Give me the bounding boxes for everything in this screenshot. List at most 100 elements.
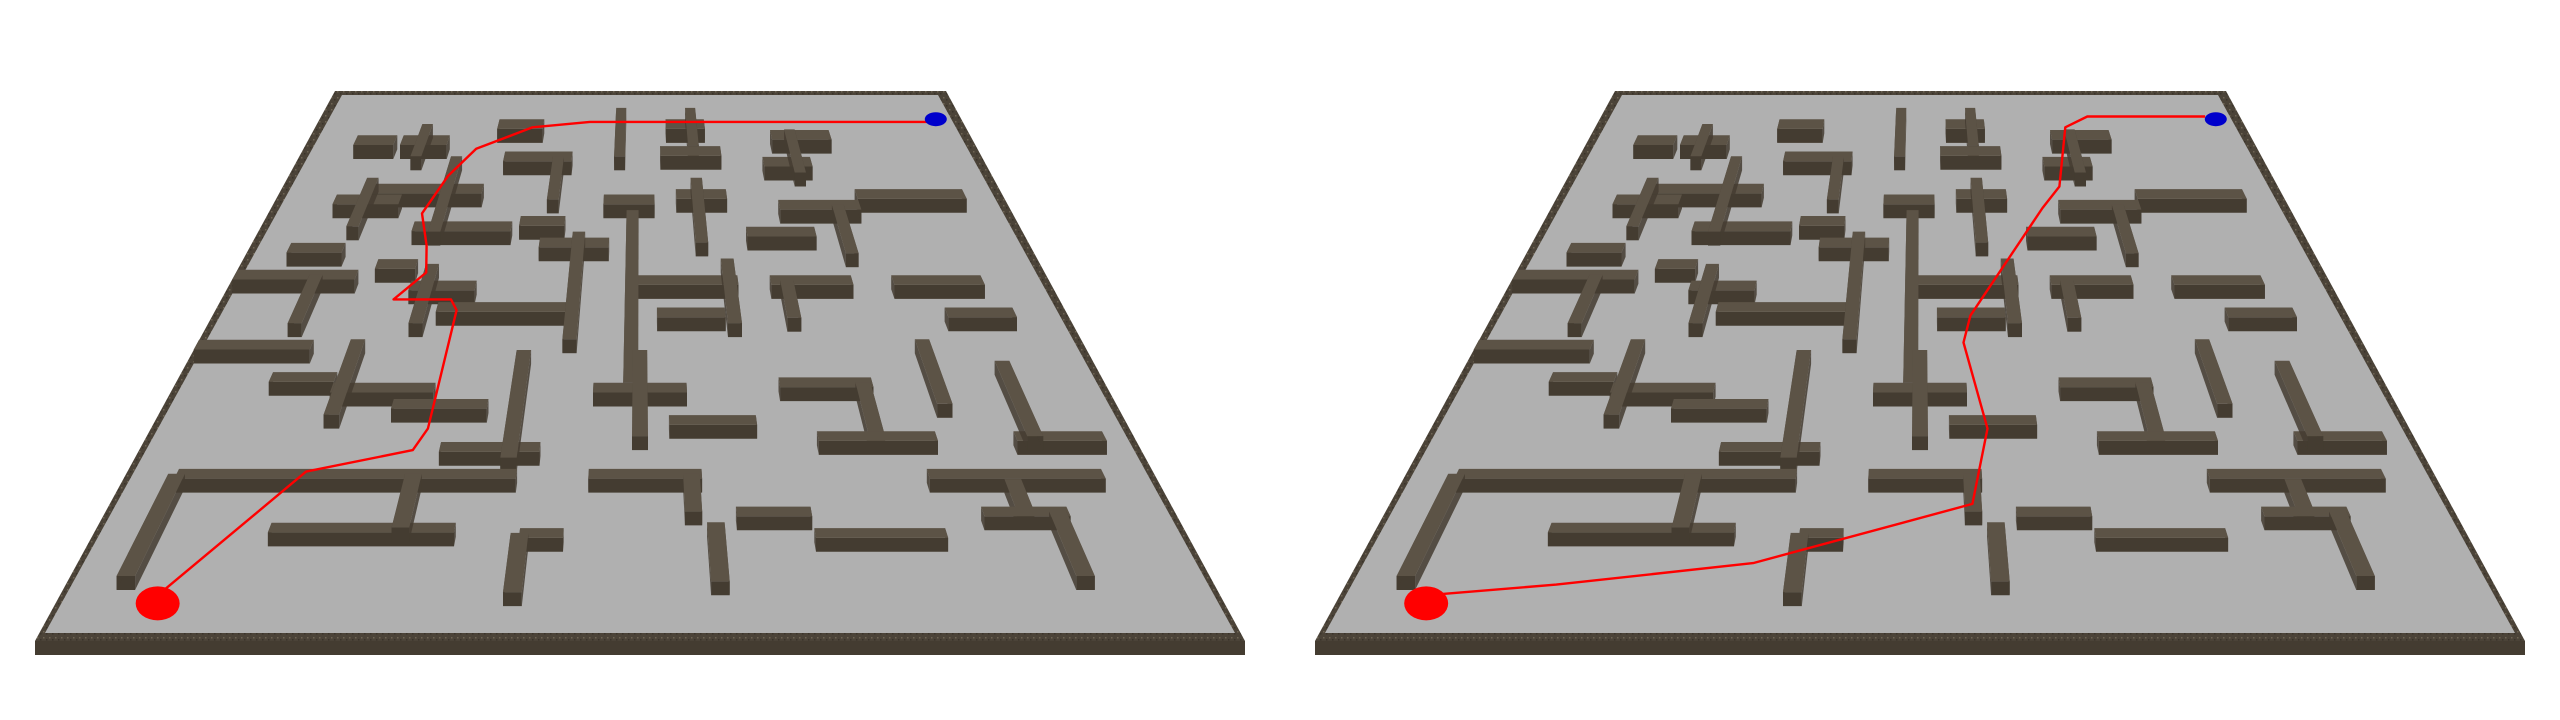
left-wall-front-29 [374, 268, 416, 283]
left-wall-side2-72 [1049, 511, 1077, 590]
left-wall-front-56 [937, 403, 953, 418]
left-wall-side-17 [564, 216, 566, 240]
left-wall-top-22 [778, 199, 862, 210]
right-wall-top-17 [1799, 216, 1846, 226]
right-wall-front-3 [1777, 128, 1823, 143]
left-wall-top-29 [374, 259, 419, 269]
left-wall-side2-68 [707, 522, 712, 596]
right-wall-side2-71 [2206, 468, 2210, 493]
left-wall-front-0 [353, 145, 394, 159]
right-wall-front-11 [2074, 172, 2086, 187]
right-wall-top-27 [1512, 269, 1639, 280]
right-wall-front-18 [1826, 199, 1839, 214]
right-wall-front-44 [1548, 381, 1614, 396]
right-wall-front-64 [1783, 592, 1802, 607]
left-wall-front-72 [1076, 576, 1095, 590]
left-wall-top-65 [588, 468, 703, 479]
right-wall-top-49 [1718, 442, 1821, 452]
right-wall-side-60 [1415, 473, 1465, 590]
left-wall-side2-20 [675, 189, 677, 213]
right-wall-top-45 [1603, 339, 1646, 415]
right-wall-front-73 [2264, 516, 2351, 531]
left-wall-side2-23 [831, 204, 846, 268]
right-wall-top-43 [1473, 339, 1594, 350]
left-wall-top-53 [778, 377, 874, 388]
left-wall-side2-10 [762, 156, 765, 181]
left-wall-top-56 [914, 339, 953, 404]
left-wall-side-45 [339, 339, 366, 429]
left-wall-top-23 [831, 204, 859, 254]
right-wall-side-2 [1701, 124, 1713, 171]
right-wall-top-25 [2026, 226, 2097, 237]
left-wall-top-24 [854, 189, 967, 199]
right-wall-side-13 [1638, 177, 1659, 241]
left-wall-top-10 [762, 156, 813, 167]
maze-scene-right [1315, 91, 2525, 655]
right-wall-front-62 [1671, 527, 1690, 542]
left-wall-front-40 [787, 317, 802, 332]
right-wall-top-24 [2134, 189, 2247, 199]
right-wall-side-59 [1795, 468, 1798, 493]
left-wall-top-17 [519, 216, 566, 226]
left-wall-side-4 [571, 151, 573, 176]
left-wall-top-41 [891, 275, 985, 285]
left-wall-top-21 [690, 177, 709, 243]
left-wall-top-55 [816, 431, 938, 441]
right-wall-front-0 [1633, 145, 1674, 159]
left-wall-top-64 [503, 532, 529, 593]
left-wall-front-42 [948, 317, 1017, 332]
right-wall-top-42 [2224, 307, 2297, 318]
right-wall-side-28 [1581, 274, 1603, 338]
right-wall-side-27 [1634, 269, 1639, 294]
right-wall-side-61 [1734, 522, 1736, 547]
right-wall-front-37 [1937, 317, 2006, 332]
left-board-front-edge [35, 641, 1245, 655]
left-wall-side2-38 [720, 258, 728, 338]
right-wall-side2-23 [2111, 204, 2126, 268]
left-wall-front-25 [747, 236, 817, 251]
left-wall-front-64 [503, 592, 522, 607]
left-wall-top-43 [193, 339, 314, 350]
left-wall-front-44 [268, 381, 334, 396]
right-wall-side-4 [1851, 151, 1853, 176]
left-wall-front-43 [193, 349, 310, 364]
left-wall-side-31 [474, 280, 477, 305]
right-wall-front-6 [1946, 128, 1985, 143]
left-wall-top-8 [685, 107, 699, 146]
right-wall-side2-53 [2058, 377, 2061, 402]
right-wall-side-1 [1726, 135, 1730, 159]
right-wall-front-69 [2096, 537, 2229, 552]
right-wall-side2-11 [2064, 129, 2075, 187]
left-wall-top-36 [631, 275, 739, 285]
left-wall-side2-40 [780, 280, 788, 332]
right-wall-front-17 [1799, 225, 1845, 240]
left-wall-side2-56 [914, 339, 938, 418]
right-wall-side2-67 [2015, 506, 2017, 531]
left-wall-top-30 [408, 263, 439, 324]
right-wall-side-16 [1790, 221, 1793, 246]
left-wall-front-11 [794, 172, 806, 187]
right-wall-top-72 [2329, 511, 2375, 576]
left-wall-side-29 [415, 259, 419, 283]
left-wall-side-13 [358, 177, 379, 241]
left-wall-front-67 [736, 516, 813, 531]
left-wall-front-27 [232, 279, 355, 294]
left-wall-side2-9 [770, 130, 773, 154]
right-wall-side-49 [1819, 442, 1821, 466]
right-wall-top-61 [1547, 522, 1736, 533]
left-wall-side2-25 [746, 226, 748, 251]
right-wall-side2-55 [2096, 431, 2099, 455]
left-wall-top-11 [784, 129, 806, 173]
left-wall-side-61 [454, 522, 456, 547]
right-wall-top-68 [1987, 522, 2010, 582]
right-wall-side2-58 [2274, 360, 2308, 451]
left-wall-front-48 [500, 457, 517, 472]
left-wall-side-18 [558, 156, 564, 214]
left-wall-front-36 [631, 284, 739, 299]
right-wall-front-22 [2060, 209, 2142, 224]
right-wall-top-29 [1654, 259, 1699, 269]
right-wall-top-53 [2058, 377, 2154, 388]
right-wall-side-5 [1905, 107, 1907, 171]
left-wall-top-49 [438, 442, 541, 452]
right-wall-side2-69 [2094, 528, 2096, 552]
